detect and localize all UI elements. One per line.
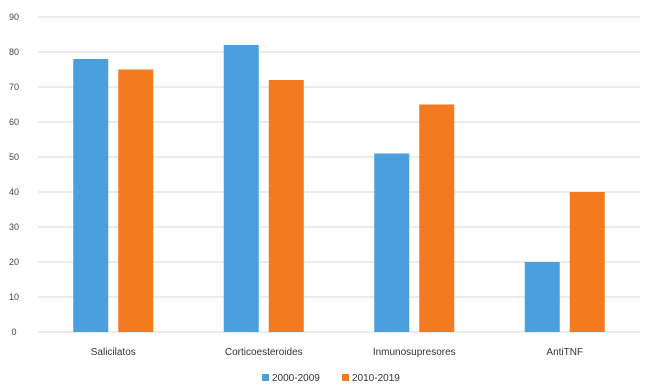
y-tick-label: 20: [9, 257, 19, 267]
y-tick-label: 0: [11, 327, 16, 337]
y-tick-label: 90: [9, 12, 19, 22]
legend-label: 2000-2009: [272, 373, 320, 384]
x-axis-categories: Salicilatos Corticoesteroides Inmunosupres…: [91, 347, 583, 358]
y-tick-label: 40: [9, 187, 19, 197]
bar-2010-2019-Corticoesteroides: [268, 80, 304, 332]
legend-swatch: [342, 374, 349, 381]
category-label: Inmunosupresores: [373, 347, 456, 358]
legend-swatch: [262, 374, 269, 381]
y-tick-label: 80: [9, 47, 19, 57]
y-tick-label: 30: [9, 222, 19, 232]
category-label: Corticoesteroides: [225, 347, 303, 358]
y-tick-label: 50: [9, 152, 19, 162]
bar-2010-2019-AntiTNF: [569, 192, 605, 332]
bar-2010-2019-Salicilatos: [118, 69, 154, 332]
bar-2010-2019-Inmunosupresores: [419, 104, 455, 332]
legend: 2000-2009 2010-2019: [262, 373, 400, 384]
y-tick-label: 70: [9, 82, 19, 92]
category-label: Salicilatos: [91, 347, 136, 358]
bars: [73, 45, 605, 332]
legend-label: 2010-2019: [352, 373, 400, 384]
bar-2000-2009-Salicilatos: [73, 59, 109, 332]
bar-2000-2009-Corticoesteroides: [223, 45, 259, 332]
bar-2000-2009-AntiTNF: [524, 262, 560, 332]
y-tick-label: 60: [9, 117, 19, 127]
y-tick-label: 10: [9, 292, 19, 302]
y-axis-ticks: 0 10 20 30 40 50 60 70 80 90: [9, 12, 19, 337]
bar-2000-2009-Inmunosupresores: [374, 153, 410, 332]
category-label: AntiTNF: [546, 347, 583, 358]
